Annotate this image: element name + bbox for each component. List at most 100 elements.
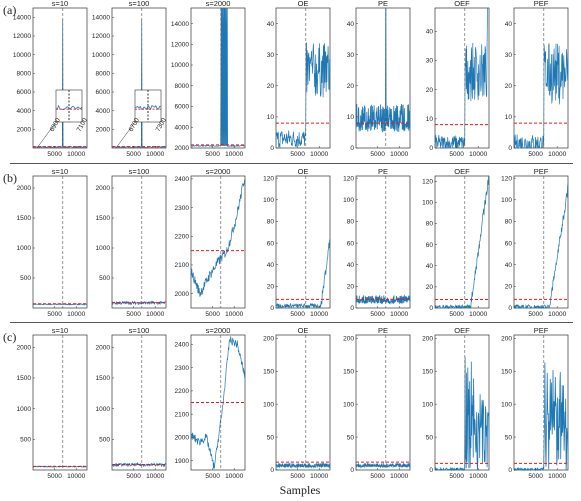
x-tick-label: 5000 <box>47 311 62 318</box>
y-tick-label: 100 <box>422 200 433 207</box>
y-tick-label: 120 <box>263 175 274 182</box>
panel-c-s10: s=10 500 1000 1500 2000 5000 10000 <box>17 326 88 480</box>
panel-title: OEF <box>454 167 470 176</box>
y-tick-label: 2000 <box>17 127 32 134</box>
y-tick-label: 1000 <box>17 406 32 413</box>
panel-a-pef: PEF 0 10 20 30 40 5000 10000 <box>505 0 569 158</box>
y-tick-label: 20 <box>426 284 434 291</box>
plot-area <box>32 7 88 149</box>
panel-title: PE <box>378 0 388 8</box>
plot-area <box>275 175 331 309</box>
y-tick-label: 200 <box>422 335 433 342</box>
x-tick-label: 5000 <box>290 473 305 480</box>
signal-line <box>111 300 167 306</box>
signal-line <box>513 183 569 310</box>
x-tick-label: 10000 <box>146 311 164 318</box>
y-tick-label: 0 <box>429 305 433 312</box>
y-tick-label: 200 <box>501 335 512 342</box>
y-tick-label: 6000 <box>96 89 111 96</box>
y-tick-label: 2300 <box>175 205 190 212</box>
panel-title: PE <box>378 326 388 335</box>
inset-connector <box>36 121 57 149</box>
panel-title: s=2000 <box>206 167 231 176</box>
x-tick-label: 5000 <box>290 151 305 158</box>
signal-line <box>355 462 411 469</box>
x-axis-label: Samples <box>280 483 321 497</box>
panel-title: s=2000 <box>206 326 231 335</box>
y-tick-label: 1500 <box>96 215 111 222</box>
panel-c-oef: OEF 0 50 100 150 200 5000 10000 <box>422 326 490 480</box>
x-tick-label: 10000 <box>548 151 566 158</box>
y-tick-label: 40 <box>267 262 275 269</box>
plot-area <box>111 7 167 149</box>
x-tick-label: 5000 <box>449 311 464 318</box>
plot-area <box>111 334 167 471</box>
y-tick-label: 40 <box>347 262 355 269</box>
x-tick-label: 5000 <box>449 473 464 480</box>
y-tick-label: 120 <box>343 175 354 182</box>
signal-line <box>434 175 489 310</box>
y-tick-label: 8000 <box>96 71 111 78</box>
y-tick-label: 150 <box>343 368 354 375</box>
y-tick-label: 12000 <box>171 41 189 48</box>
y-tick-label: 60 <box>505 240 513 247</box>
signal-line <box>190 179 246 297</box>
panel-a-s100: s=100 2000 4000 6000 8000 10000 12000 14000 5000… <box>92 0 168 158</box>
panel-c-pe: PE 0 50 100 150 200 5000 10000 <box>343 326 411 480</box>
plot-area <box>434 175 490 309</box>
panel-title: OEF <box>454 0 470 8</box>
y-tick-label: 120 <box>422 178 433 185</box>
y-tick-label: 2300 <box>175 365 190 372</box>
panel-b-oef: OEF 0 20 40 60 80 100 120 5000 10000 <box>422 167 490 318</box>
signal-line <box>513 362 569 472</box>
x-tick-label: 5000 <box>47 473 62 480</box>
y-tick-label: 1000 <box>17 245 32 252</box>
y-tick-label: 10000 <box>13 52 31 59</box>
y-tick-label: 2000 <box>96 127 111 134</box>
x-tick-label: 5000 <box>205 151 220 158</box>
plot-area <box>32 175 88 309</box>
panel-b-pef: PEF 0 20 40 60 80 100 120 5000 10000 <box>501 167 569 318</box>
y-tick-label: 2000 <box>175 145 190 152</box>
x-tick-label: 10000 <box>225 151 243 158</box>
y-tick-label: 10 <box>347 114 355 121</box>
y-tick-label: 10000 <box>171 62 189 69</box>
y-tick-label: 50 <box>347 434 355 441</box>
panel-title: s=10 <box>52 326 68 335</box>
signal-line <box>190 336 246 469</box>
y-tick-label: 6000 <box>175 104 190 111</box>
y-tick-label: 40 <box>426 263 434 270</box>
y-tick-label: 30 <box>347 52 355 59</box>
y-tick-label: 2200 <box>175 388 190 395</box>
y-tick-label: 20 <box>505 284 513 291</box>
y-tick-label: 100 <box>343 197 354 204</box>
x-tick-label: 10000 <box>469 311 487 318</box>
panel-b-oe: OE 0 20 40 60 80 100 120 5000 10000 <box>263 167 331 318</box>
y-tick-label: 120 <box>501 175 512 182</box>
x-tick-label: 5000 <box>370 311 385 318</box>
panel-a-oe: OE 0 10 20 30 40 5000 10000 <box>267 0 331 158</box>
panel-c-s2000: s=2000 1900 2000 2100 2200 2300 2400 5000 10000 <box>175 326 246 480</box>
y-tick-label: 50 <box>505 434 513 441</box>
panel-c-pef: PEF 0 50 100 150 200 5000 10000 <box>501 326 569 480</box>
row-label-a: (a) <box>3 3 16 17</box>
panel-b-s10: s=10 500 1000 1500 2000 5000 10000 <box>17 167 88 318</box>
signal-line <box>275 42 331 148</box>
y-tick-label: 12000 <box>13 33 31 40</box>
panel-a-oef: OEF 0 10 20 30 40 5000 10000 <box>426 0 490 158</box>
y-tick-label: 50 <box>426 434 434 441</box>
panel-c-oe: OE 0 50 100 150 200 5000 10000 <box>263 326 331 480</box>
y-tick-label: 50 <box>267 434 275 441</box>
y-tick-label: 150 <box>422 368 433 375</box>
y-tick-label: 4000 <box>175 124 190 131</box>
y-tick-label: 60 <box>426 242 434 249</box>
plot-area <box>190 7 246 149</box>
panel-a-pe: PE 0 10 20 30 40 5000 10000 <box>347 0 411 158</box>
y-tick-label: 200 <box>263 335 274 342</box>
y-tick-label: 1500 <box>17 215 32 222</box>
y-tick-label: 14000 <box>92 15 110 22</box>
x-tick-label: 5000 <box>126 151 141 158</box>
x-tick-label: 5000 <box>370 151 385 158</box>
panel-title: s=100 <box>129 0 150 8</box>
